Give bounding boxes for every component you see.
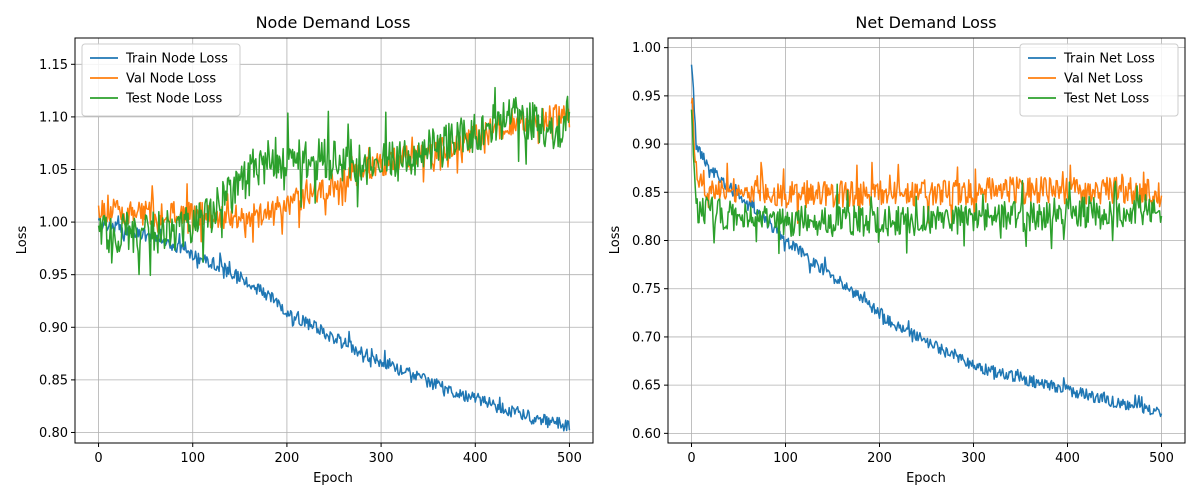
plot-frame xyxy=(74,37,594,444)
y-tick-label: 1.00 xyxy=(39,216,68,231)
legend-box xyxy=(81,43,241,117)
y-tick-label: 0.75 xyxy=(632,282,661,297)
y-tick-label: 0.85 xyxy=(39,373,68,388)
y-tick-label: 1.15 xyxy=(39,58,68,73)
x-tick-label: 500 xyxy=(1149,451,1174,466)
legend-box xyxy=(1019,43,1179,117)
chart-title: Node Demand Loss xyxy=(256,13,411,32)
chart-title: Net Demand Loss xyxy=(855,13,996,32)
y-axis-label: Loss xyxy=(608,226,623,255)
legend-label: Test Node Loss xyxy=(125,92,223,107)
x-tick-label: 100 xyxy=(180,451,205,466)
series-line-test xyxy=(97,86,571,277)
x-tick-label: 200 xyxy=(867,451,892,466)
legend: Train Net Loss Val Net Loss Test Net Loss xyxy=(1019,43,1179,117)
series-line-test xyxy=(690,109,1163,255)
grid xyxy=(75,38,593,443)
legend: Train Node Loss Val Node Loss Test Node Lo… xyxy=(81,43,241,117)
x-axis-label: Epoch xyxy=(313,471,353,486)
x-axis-label: Epoch xyxy=(906,471,946,486)
y-tick-label: 0.85 xyxy=(632,186,661,201)
y-tick-label: 0.90 xyxy=(39,321,68,336)
legend-label: Test Net Loss xyxy=(1063,92,1149,107)
x-tick-label: 400 xyxy=(1055,451,1080,466)
net-demand-loss-chart: Net Demand Loss Epoch Loss 0 100 200 300 400… xyxy=(608,13,1186,486)
series-group xyxy=(97,86,571,432)
y-tick-label: 0.90 xyxy=(632,138,661,153)
legend-label: Val Node Loss xyxy=(126,72,216,87)
y-tick-label: 0.65 xyxy=(632,379,661,394)
x-tick-label: 0 xyxy=(94,451,102,466)
legend-label: Val Net Loss xyxy=(1064,72,1143,87)
series-group xyxy=(690,64,1163,418)
y-tick-label: 1.05 xyxy=(39,163,68,178)
y-axis-label: Loss xyxy=(15,226,30,255)
x-tick-label: 300 xyxy=(369,451,394,466)
y-tick-label: 1.00 xyxy=(632,41,661,56)
node-demand-loss-chart: Node Demand Loss Epoch Loss 0 100 200 300 40… xyxy=(15,13,594,486)
x-tick-label: 200 xyxy=(274,451,299,466)
y-tick-label: 0.80 xyxy=(632,234,661,249)
x-tick-label: 400 xyxy=(463,451,488,466)
x-tick-label: 0 xyxy=(687,451,695,466)
y-tick-label: 0.95 xyxy=(632,89,661,104)
y-tick-label: 0.60 xyxy=(632,427,661,442)
y-tick-label: 0.95 xyxy=(39,268,68,283)
x-tick-label: 300 xyxy=(961,451,986,466)
y-tick-label: 0.70 xyxy=(632,330,661,345)
y-tick-label: 0.80 xyxy=(39,426,68,441)
x-tick-label: 100 xyxy=(773,451,798,466)
series-line-train xyxy=(97,215,571,432)
series-line-val xyxy=(690,97,1163,226)
y-tick-label: 1.10 xyxy=(39,110,68,125)
x-tick-label: 500 xyxy=(557,451,582,466)
legend-label: Train Net Loss xyxy=(1063,52,1155,67)
legend-label: Train Node Loss xyxy=(125,52,228,67)
